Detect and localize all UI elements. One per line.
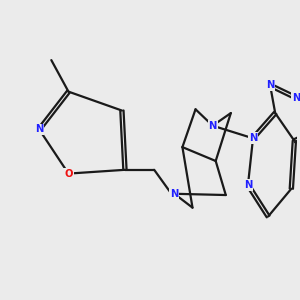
Text: N: N	[249, 133, 257, 143]
Text: O: O	[64, 169, 73, 178]
Text: N: N	[292, 93, 300, 103]
Text: N: N	[208, 121, 217, 131]
Text: N: N	[244, 180, 252, 190]
Text: N: N	[170, 189, 178, 199]
Text: N: N	[35, 124, 44, 134]
Text: N: N	[266, 80, 274, 90]
